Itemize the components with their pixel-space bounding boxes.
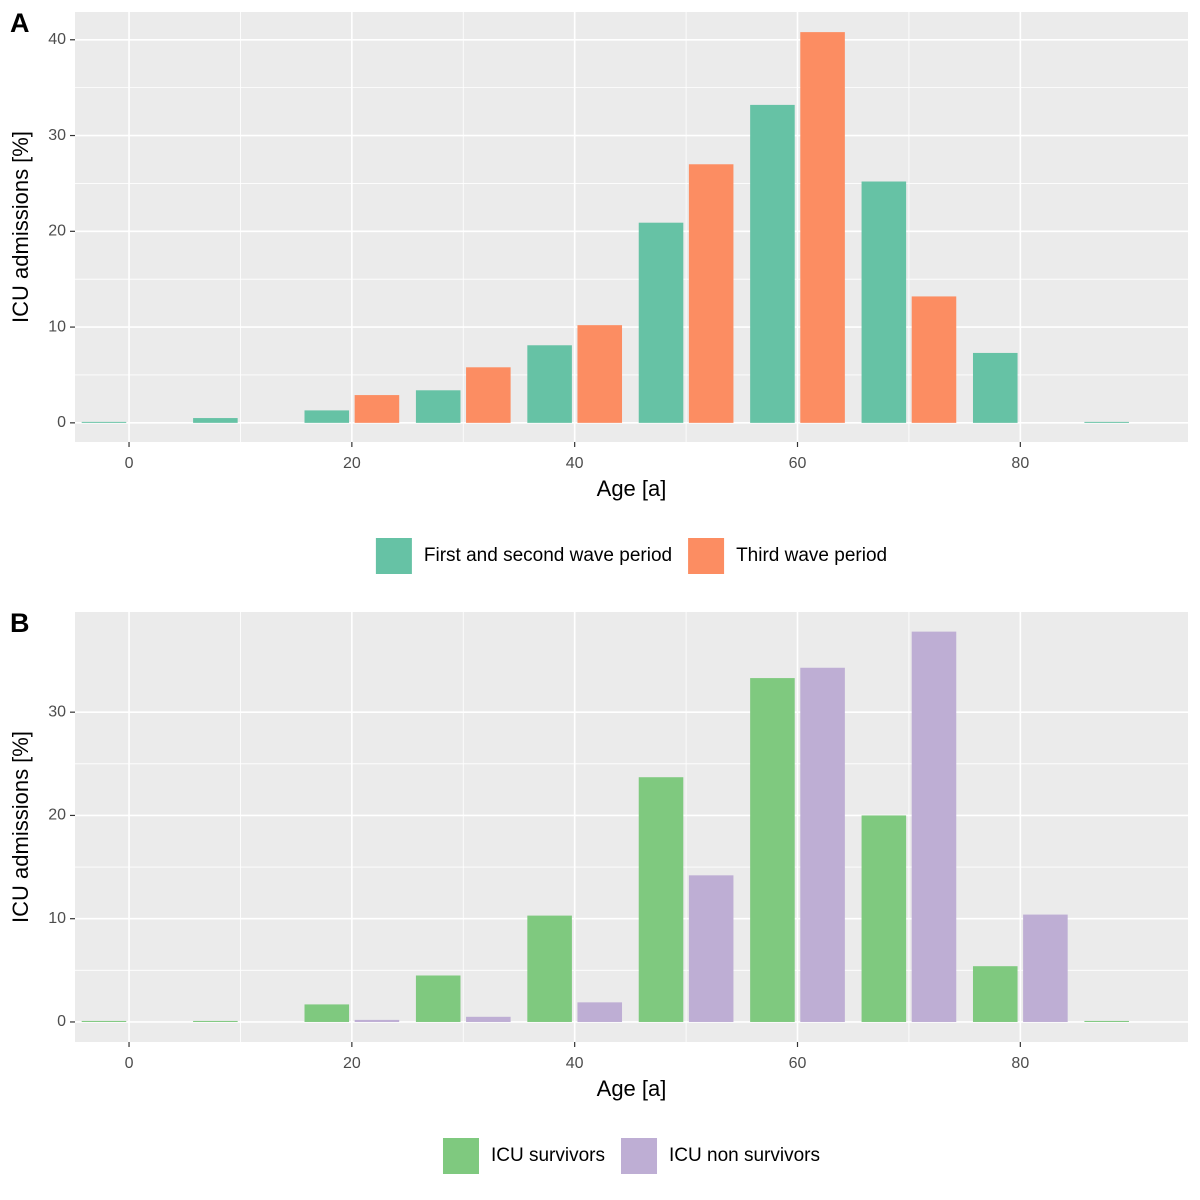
x-tick-label: 60 (789, 455, 807, 472)
x-tick-label: 40 (566, 455, 584, 472)
bar (861, 181, 907, 423)
y-tick-label: 30 (48, 703, 66, 720)
bar (354, 395, 400, 423)
bar (193, 1020, 238, 1022)
y-tick-label: 20 (48, 807, 66, 824)
legend-label: ICU survivors (491, 1145, 605, 1166)
bar (911, 296, 957, 423)
legend-swatch (621, 1138, 658, 1174)
bar (861, 815, 907, 1022)
bar (972, 966, 1018, 1022)
bar (304, 1004, 350, 1022)
panel-label: A (10, 8, 30, 38)
x-axis-title: Age [a] (597, 476, 667, 501)
bar (466, 367, 511, 423)
y-tick-label: 0 (57, 1013, 66, 1030)
x-tick-label: 20 (343, 1055, 361, 1072)
bar (1084, 1020, 1129, 1022)
bar (577, 325, 623, 423)
bar (1023, 914, 1068, 1022)
bar (415, 390, 461, 423)
y-tick-label: 10 (48, 318, 66, 335)
legend-label: Third wave period (736, 545, 887, 566)
bar (466, 1016, 511, 1022)
x-tick-label: 80 (1011, 455, 1029, 472)
legend-label: First and second wave period (424, 545, 672, 566)
bar (800, 32, 845, 423)
panel-label: B (10, 608, 30, 638)
legend-label: ICU non survivors (669, 1145, 820, 1166)
y-axis-title: ICU admissions [%] (8, 731, 33, 923)
x-axis-title: Age [a] (597, 1076, 667, 1101)
bar (527, 345, 572, 423)
bar (577, 1002, 623, 1022)
bar (81, 421, 127, 423)
y-tick-label: 20 (48, 223, 66, 240)
y-tick-label: 40 (48, 31, 66, 48)
bar (638, 777, 684, 1022)
legend-swatch (688, 538, 725, 574)
bar (800, 667, 845, 1022)
bar (81, 1020, 127, 1022)
bar (750, 678, 795, 1022)
y-axis-title: ICU admissions [%] (8, 131, 33, 323)
x-tick-label: 0 (125, 455, 134, 472)
y-tick-label: 0 (57, 414, 66, 431)
bar (354, 1019, 400, 1022)
bar (193, 418, 238, 423)
bar (750, 104, 795, 423)
x-tick-label: 60 (789, 1055, 807, 1072)
y-tick-label: 30 (48, 127, 66, 144)
bar (415, 975, 461, 1022)
x-tick-label: 20 (343, 455, 361, 472)
bar (304, 410, 350, 423)
bar (688, 164, 734, 423)
x-tick-label: 40 (566, 1055, 584, 1072)
x-tick-label: 80 (1011, 1055, 1029, 1072)
bar (911, 631, 957, 1022)
y-tick-label: 10 (48, 910, 66, 927)
legend-swatch (442, 1138, 479, 1174)
bar (638, 222, 684, 423)
legend-swatch (375, 538, 412, 574)
bar (527, 915, 572, 1022)
bar (1084, 421, 1129, 423)
x-tick-label: 0 (125, 1055, 134, 1072)
bar (688, 875, 734, 1022)
bar (972, 352, 1018, 423)
